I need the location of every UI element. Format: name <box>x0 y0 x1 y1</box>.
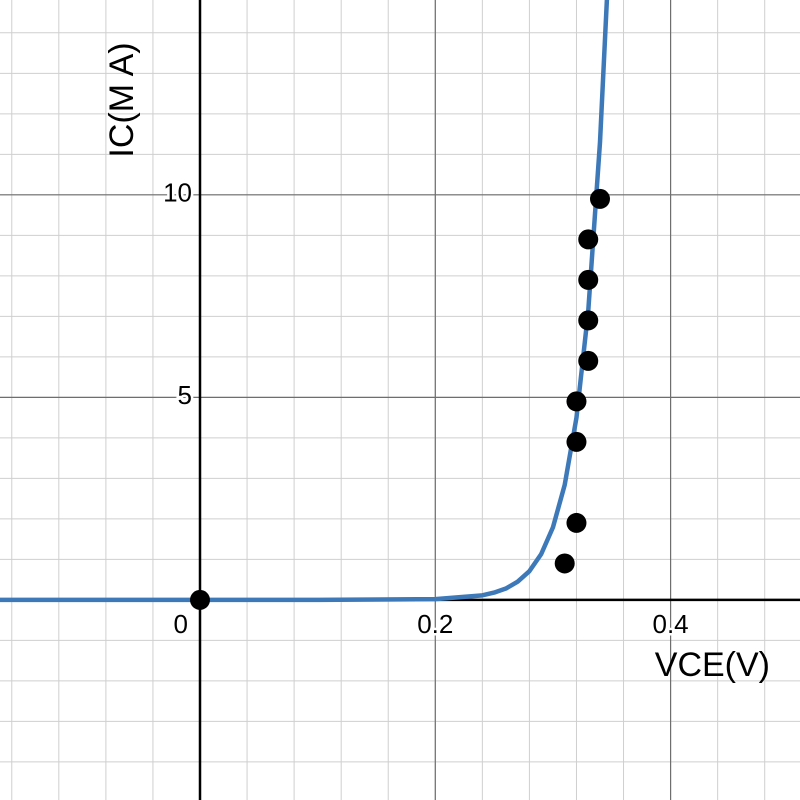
data-point <box>566 391 587 412</box>
y-tick-label: 10 <box>163 178 192 208</box>
y-tick-label: 5 <box>178 380 192 410</box>
x-axis-label: VCE(V) <box>655 646 770 684</box>
data-point <box>554 553 575 574</box>
data-point <box>578 350 599 371</box>
x-tick-label: 0.2 <box>417 609 453 639</box>
data-point <box>190 589 210 610</box>
data-point <box>566 512 587 533</box>
data-point <box>590 188 610 209</box>
x-tick-label: 0.4 <box>653 609 689 639</box>
curve <box>0 0 610 603</box>
y-axis-label: IC(M A) <box>103 42 141 157</box>
data-point <box>578 269 599 290</box>
data-point <box>578 310 599 331</box>
x-tick-label: 0 <box>174 609 188 639</box>
data-point <box>566 431 587 452</box>
data-point <box>578 229 599 250</box>
